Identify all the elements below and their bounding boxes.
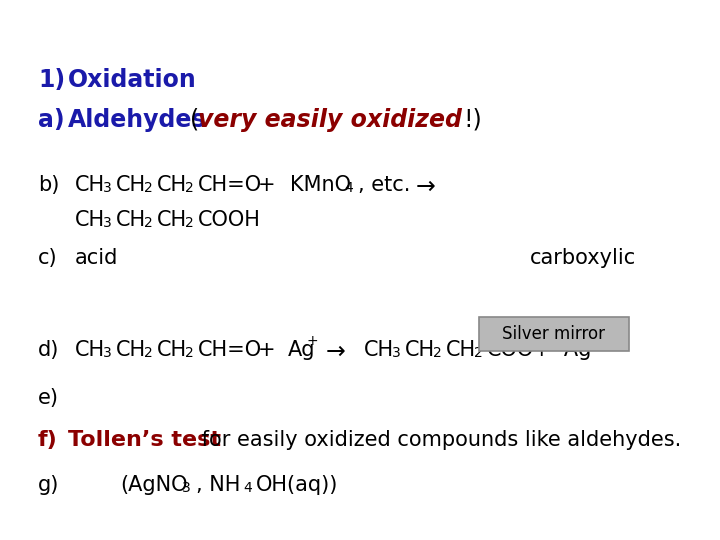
Text: 2: 2: [185, 346, 194, 360]
Text: CH: CH: [116, 210, 146, 230]
Text: 3: 3: [103, 181, 112, 195]
Text: c): c): [38, 248, 58, 268]
Text: KMnO: KMnO: [290, 175, 351, 195]
Text: 4: 4: [243, 481, 252, 495]
Text: , etc.: , etc.: [358, 175, 410, 195]
Text: 2: 2: [474, 346, 482, 360]
Text: carboxylic: carboxylic: [530, 248, 636, 268]
Text: COO: COO: [487, 340, 534, 360]
Text: CH=O: CH=O: [198, 340, 262, 360]
Text: CH: CH: [157, 175, 187, 195]
Text: CH: CH: [75, 175, 105, 195]
Text: →: →: [416, 175, 436, 199]
Text: d): d): [38, 340, 59, 360]
Text: Aldehydes: Aldehydes: [68, 108, 207, 132]
Text: for easily oxidized compounds like aldehydes.: for easily oxidized compounds like aldeh…: [195, 430, 681, 450]
Text: 3: 3: [103, 216, 112, 230]
Text: +: +: [258, 175, 276, 195]
Text: 2: 2: [144, 216, 153, 230]
Text: CH: CH: [364, 340, 394, 360]
Text: a): a): [38, 108, 65, 132]
Text: 3: 3: [392, 346, 401, 360]
Text: , NH: , NH: [196, 475, 240, 495]
Text: f): f): [38, 430, 58, 450]
Text: COOH: COOH: [198, 210, 261, 230]
Text: 4: 4: [344, 181, 353, 195]
Text: 2: 2: [144, 346, 153, 360]
Text: g): g): [38, 475, 59, 495]
Text: →: →: [326, 340, 346, 364]
Text: CH: CH: [116, 340, 146, 360]
Text: CH: CH: [157, 210, 187, 230]
Text: 3: 3: [182, 481, 191, 495]
Text: Tollen’s test: Tollen’s test: [68, 430, 221, 450]
Text: CH: CH: [446, 340, 476, 360]
Text: CH: CH: [157, 340, 187, 360]
Text: CH: CH: [405, 340, 435, 360]
Text: !): !): [463, 108, 482, 132]
Text: 3: 3: [103, 346, 112, 360]
Text: +  Ag: + Ag: [533, 340, 591, 360]
Text: Silver mirror: Silver mirror: [503, 325, 606, 343]
Text: 2: 2: [185, 216, 194, 230]
Text: acid: acid: [75, 248, 118, 268]
Text: 2: 2: [433, 346, 442, 360]
Text: CH: CH: [75, 210, 105, 230]
Text: +: +: [258, 340, 276, 360]
FancyBboxPatch shape: [479, 317, 629, 351]
Text: e): e): [38, 388, 59, 408]
Text: CH: CH: [75, 340, 105, 360]
Text: (AgNO: (AgNO: [120, 475, 187, 495]
Text: CH: CH: [116, 175, 146, 195]
Text: very easily oxidized: very easily oxidized: [198, 108, 462, 132]
Text: CH=O: CH=O: [198, 175, 262, 195]
Text: OH(aq)): OH(aq)): [256, 475, 338, 495]
Text: 2: 2: [185, 181, 194, 195]
Text: Oxidation: Oxidation: [68, 68, 197, 92]
Text: b): b): [38, 175, 59, 195]
Text: (: (: [175, 108, 199, 132]
Text: +: +: [306, 334, 318, 348]
Text: 1): 1): [38, 68, 65, 92]
Text: 2: 2: [144, 181, 153, 195]
Text: Ag: Ag: [288, 340, 315, 360]
